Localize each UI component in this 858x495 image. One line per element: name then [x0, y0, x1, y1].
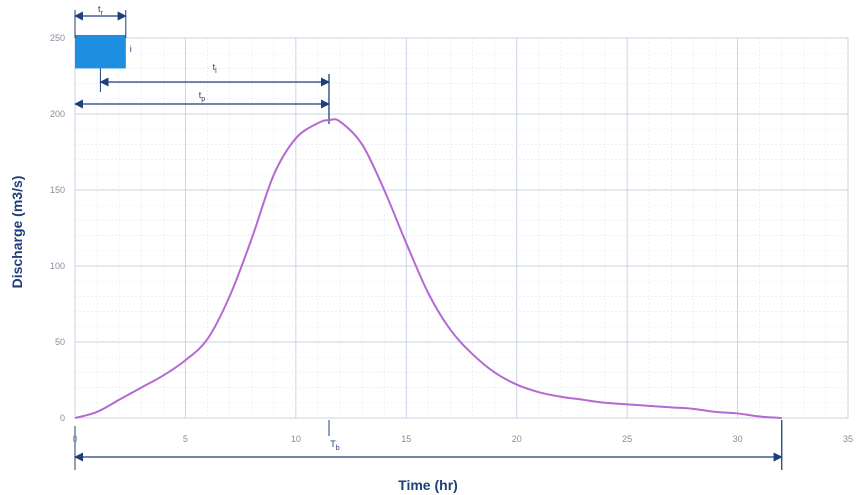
rainfall-duration-label-subscript: r — [100, 10, 103, 17]
data-point — [671, 407, 673, 409]
y-axis-title: Discharge (m3/s) — [9, 176, 25, 289]
data-point — [538, 391, 540, 393]
data-point — [339, 121, 341, 123]
data-point — [317, 122, 319, 124]
time-to-peak-label: tp — [199, 90, 206, 103]
y-tick-label: 0 — [60, 413, 65, 423]
data-point — [693, 408, 695, 410]
data-point — [648, 405, 650, 407]
x-tick-label: 20 — [512, 434, 522, 444]
data-point — [118, 399, 120, 401]
rainfall-duration-label: tr — [98, 4, 104, 17]
x-axis-title: Time (hr) — [398, 477, 458, 493]
data-point — [229, 296, 231, 298]
plot-border — [74, 37, 849, 419]
lag-time-label-subscript: l — [215, 68, 217, 75]
data-point — [328, 119, 330, 121]
data-point — [516, 384, 518, 386]
data-point — [604, 402, 606, 404]
data-point — [715, 411, 717, 413]
x-tick-label: 5 — [183, 434, 188, 444]
x-tick-label: 25 — [622, 434, 632, 444]
rainfall-bar — [75, 34, 126, 69]
x-tick-label: 30 — [733, 434, 743, 444]
base-time-label: Tb — [330, 439, 340, 452]
data-point — [273, 174, 275, 176]
base-time-label-subscript: b — [336, 445, 340, 452]
data-point — [759, 416, 761, 418]
data-point — [560, 396, 562, 398]
data-point — [74, 417, 76, 419]
data-point — [163, 375, 165, 377]
x-tick-label: 10 — [291, 434, 301, 444]
lag-time-label: tl — [213, 62, 218, 75]
x-tick-label: 15 — [401, 434, 411, 444]
data-point — [428, 293, 430, 295]
data-point — [737, 413, 739, 415]
y-tick-label: 50 — [55, 337, 65, 347]
data-point — [185, 359, 187, 361]
y-tick-label: 150 — [50, 185, 65, 195]
data-point — [405, 242, 407, 244]
data-point — [494, 372, 496, 374]
data-point — [582, 399, 584, 401]
y-tick-label: 250 — [50, 33, 65, 43]
data-point — [251, 238, 253, 240]
data-point — [626, 404, 628, 406]
y-tick-label: 200 — [50, 109, 65, 119]
series-layer — [74, 118, 783, 419]
hydrograph-line — [74, 118, 782, 419]
data-point — [383, 189, 385, 191]
grid — [74, 37, 849, 419]
data-point — [472, 353, 474, 355]
annotations: tr i tl tp Tb — [74, 4, 783, 470]
data-point — [96, 411, 98, 413]
data-point — [207, 338, 209, 340]
data-point — [450, 329, 452, 331]
time-to-peak-label-subscript: p — [201, 96, 205, 103]
data-point — [140, 387, 142, 389]
data-point — [295, 138, 297, 140]
x-tick-label: 35 — [843, 434, 853, 444]
data-point — [781, 417, 783, 419]
axes: 05101520253035050100150200250 — [50, 33, 853, 444]
rainfall-intensity-label: i — [130, 44, 132, 54]
y-tick-label: 100 — [50, 261, 65, 271]
data-point — [361, 144, 363, 146]
